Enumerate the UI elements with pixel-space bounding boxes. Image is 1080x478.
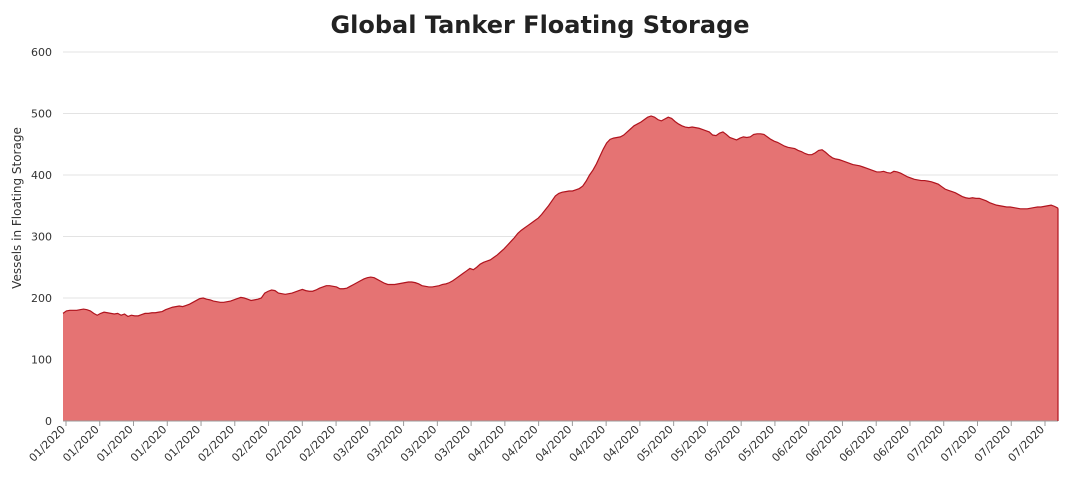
y-tick-label: 400 (31, 169, 52, 182)
y-tick-label: 500 (31, 108, 52, 121)
y-tick-label: 600 (31, 46, 52, 59)
y-tick-label: 300 (31, 231, 52, 244)
y-axis-label: Vessels in Floating Storage (10, 127, 24, 289)
y-tick-label: 100 (31, 354, 52, 367)
storage-line (62, 115, 1059, 318)
y-tick-label: 200 (31, 292, 52, 305)
y-axis-ticks: 0 100 200 300 400 500 600 (31, 46, 52, 428)
y-tick-label: 0 (45, 415, 52, 428)
storage-area (63, 115, 1058, 422)
chart-title: Global Tanker Floating Storage (330, 11, 749, 39)
